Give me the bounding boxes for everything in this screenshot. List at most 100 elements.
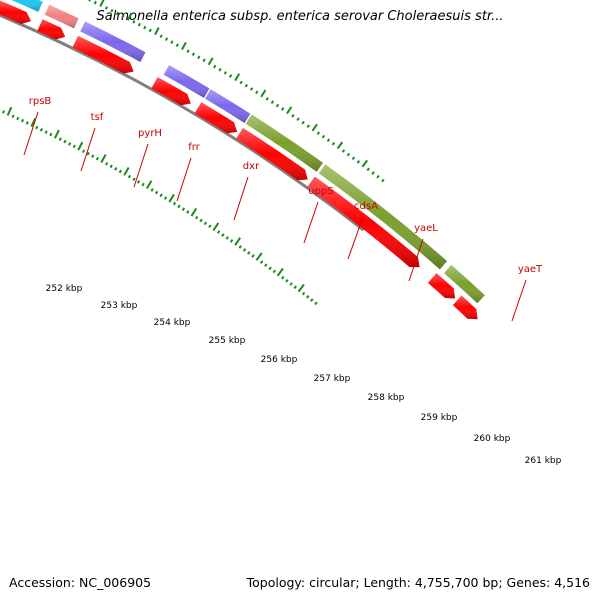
outer-tick xyxy=(234,73,241,82)
cds-arrow-shade xyxy=(236,127,308,181)
scale-tick xyxy=(39,128,44,132)
scale-tick xyxy=(49,132,53,137)
scale-tick xyxy=(118,169,122,174)
gene-label-yaeT: yaeT xyxy=(518,264,543,275)
outer-tick xyxy=(326,138,331,143)
gene-label-tsf: tsf xyxy=(91,112,104,123)
outer-tick xyxy=(202,58,206,63)
gene-box-shade xyxy=(44,4,79,29)
label-leader xyxy=(408,238,424,282)
outer-tick xyxy=(159,34,163,39)
outer-tick xyxy=(346,152,351,157)
outer-tick xyxy=(286,106,293,115)
label-leader xyxy=(176,157,192,202)
scale-tick xyxy=(123,167,130,176)
outer-tick xyxy=(197,55,201,60)
scale-tick xyxy=(159,193,163,198)
label-leader xyxy=(347,216,364,260)
outer-tick xyxy=(376,174,380,179)
scale-tick xyxy=(35,125,39,130)
scale-tick xyxy=(154,190,159,195)
outer-tick xyxy=(191,52,196,57)
scale-tick-ring xyxy=(0,106,318,306)
scale-tick xyxy=(242,248,247,252)
outer-tick xyxy=(336,141,344,150)
cds-arrow-shade xyxy=(37,19,66,40)
scale-tick xyxy=(177,204,181,209)
scale-tick xyxy=(272,269,277,274)
outer-tick xyxy=(137,22,141,27)
scale-tick xyxy=(91,154,95,158)
scale-labels: 252 kbp 253 kbp 254 kbp 255 kbp 256 kbp 257 k… xyxy=(46,284,562,466)
scale-tick xyxy=(229,239,234,243)
outer-tick-ring xyxy=(88,0,385,183)
label-leader xyxy=(80,127,96,172)
outer-tick xyxy=(381,178,385,183)
label-leader xyxy=(233,176,249,221)
scale-label: 260 kbp xyxy=(474,434,511,444)
outer-tick xyxy=(265,97,269,101)
label-leader xyxy=(511,279,527,322)
cds-arrow-shade xyxy=(194,102,238,134)
scale-tick xyxy=(203,221,208,226)
outer-tick xyxy=(228,74,233,78)
scale-tick xyxy=(289,282,293,286)
outer-tick xyxy=(371,171,375,175)
outer-tick xyxy=(148,28,152,33)
scale-label: 258 kbp xyxy=(368,393,405,403)
scale-tick xyxy=(109,164,113,169)
outer-tick xyxy=(175,43,179,47)
gene-label-uppS: uppS xyxy=(308,186,333,197)
accession-text: Accession: NC_006905 xyxy=(9,575,152,590)
scale-tick xyxy=(132,177,136,182)
outer-tick xyxy=(239,80,243,85)
outer-tick xyxy=(244,83,248,88)
scale-tick xyxy=(172,201,177,206)
gene-label-cdsA: cdsA xyxy=(354,201,378,212)
outer-tick xyxy=(306,124,310,128)
outer-tick xyxy=(249,87,254,91)
gene-box-shade xyxy=(318,164,448,270)
outer-tick xyxy=(260,89,267,98)
scale-tick xyxy=(234,237,242,246)
cds-arrow-shade xyxy=(151,77,191,106)
scale-tick xyxy=(100,154,107,164)
scale-tick xyxy=(268,266,272,271)
outer-tick xyxy=(356,160,361,164)
outer-tick xyxy=(255,90,259,95)
outer-tick xyxy=(366,167,370,172)
scale-tick xyxy=(238,245,242,249)
gene-label-rpsB: rpsB xyxy=(29,96,52,107)
outer-tick xyxy=(316,131,321,135)
outer-tick xyxy=(93,0,97,5)
scale-tick xyxy=(301,291,306,296)
scale-label: 255 kbp xyxy=(209,336,246,346)
gene-box-shade xyxy=(163,65,210,98)
outer-tick xyxy=(143,25,147,30)
scale-tick xyxy=(1,110,6,114)
outer-tick xyxy=(132,20,136,24)
scale-tick xyxy=(168,193,175,203)
outer-tick xyxy=(361,159,368,168)
scale-label: 253 kbp xyxy=(101,301,138,311)
gene-label-yaeL: yaeL xyxy=(414,223,438,234)
outer-tick xyxy=(218,67,222,72)
reverse-cds-track xyxy=(0,0,478,320)
cds-arrow-shade xyxy=(452,295,478,320)
outer-tick xyxy=(311,123,318,132)
outer-tick xyxy=(115,11,119,16)
label-leader xyxy=(303,201,319,244)
outer-tick xyxy=(301,120,305,125)
scale-label: 259 kbp xyxy=(421,413,458,423)
cds-arrow-shade xyxy=(0,0,32,24)
scale-tick xyxy=(77,141,84,151)
gene-box-shade xyxy=(80,21,146,62)
outer-tick xyxy=(104,6,108,10)
scale-tick xyxy=(276,267,284,277)
cds-arrow-shade xyxy=(427,273,456,299)
scale-tick xyxy=(72,144,76,149)
scale-label: 256 kbp xyxy=(261,355,298,365)
scale-tick xyxy=(297,283,305,293)
outer-tick xyxy=(275,103,280,108)
